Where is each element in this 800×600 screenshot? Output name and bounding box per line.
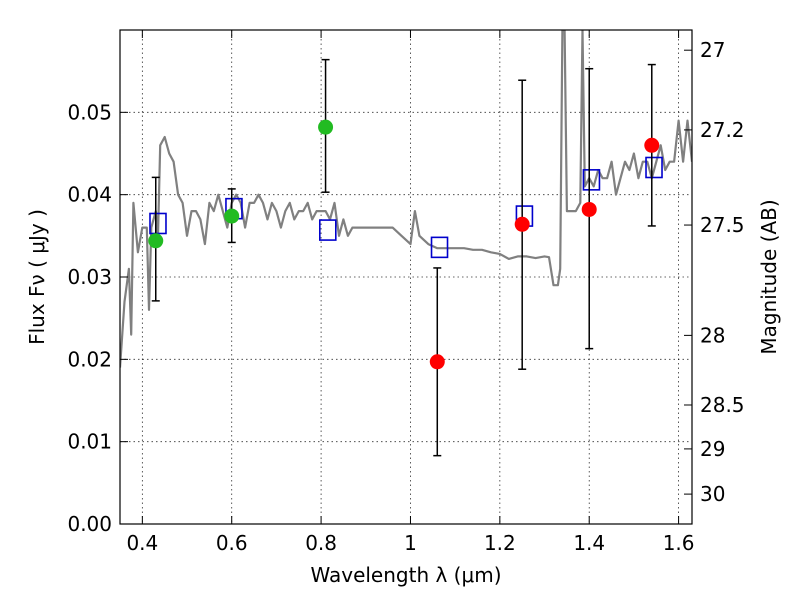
undetected-point [514, 216, 530, 232]
x-tick-label: 1.2 [484, 531, 516, 555]
x-tick-label: 0.8 [305, 531, 337, 555]
y2-tick-label: 27 [700, 38, 725, 62]
y2-tick-label: 27.5 [700, 213, 745, 237]
ticks [120, 30, 692, 525]
y-tick-label: 0.04 [67, 183, 112, 207]
x-tick-label: 0.4 [126, 531, 158, 555]
tick-labels: 0.4 0.6 0.8 1 1.2 1.4 1.6 0.00 0.01 0.02 0.03 0.04 0… [67, 38, 744, 555]
y2-tick-label: 29 [700, 437, 725, 461]
undetected-point [644, 137, 660, 153]
undetected-point [429, 354, 445, 370]
y2-tick-label: 30 [700, 482, 725, 506]
spectrum-line [120, 30, 692, 368]
y2-axis-label: Magnitude (AB) [757, 199, 781, 354]
y-axis-label: Flux Fν ( μJy ) [25, 209, 49, 345]
y-tick-label: 0.01 [67, 430, 112, 454]
y2-tick-label: 28 [700, 323, 725, 347]
model-marker [318, 219, 337, 241]
model-marker [645, 156, 663, 179]
x-axis-label: Wavelength λ (μm) [310, 563, 501, 587]
x-tick-label: 0.6 [216, 531, 248, 555]
y2-tick-label: 27.2 [700, 118, 745, 142]
y-tick-label: 0.03 [67, 265, 112, 289]
y-tick-label: 0.05 [67, 100, 112, 124]
model-marker [582, 169, 601, 191]
y-tick-label: 0.00 [67, 512, 112, 536]
detected-point [318, 119, 334, 135]
data-layer [120, 30, 692, 457]
model-marker [430, 236, 449, 259]
x-tick-label: 1 [404, 531, 417, 555]
model-marker [149, 212, 167, 235]
x-tick-label: 1.6 [663, 531, 695, 555]
grid [120, 30, 692, 524]
y2-tick-label: 28.5 [700, 393, 745, 417]
undetected-point [581, 201, 597, 217]
detected-point [224, 208, 240, 224]
y-tick-label: 0.02 [67, 347, 112, 371]
x-tick-label: 1.4 [573, 531, 605, 555]
detected-point [148, 233, 164, 249]
